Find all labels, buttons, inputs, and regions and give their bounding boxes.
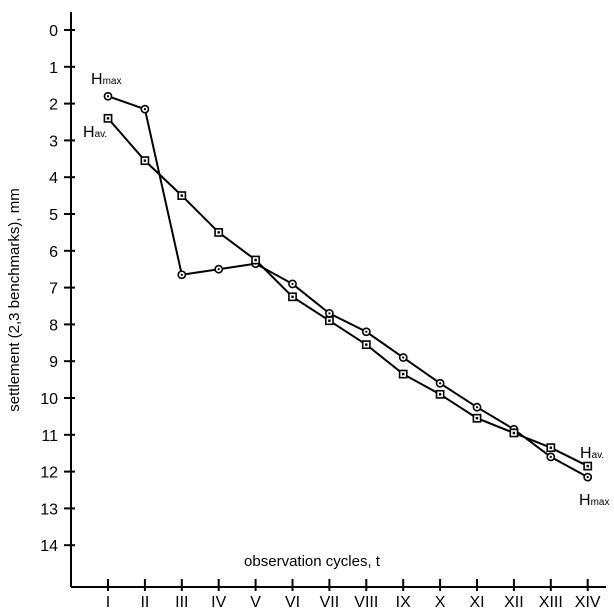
series-line bbox=[107, 117, 589, 467]
data-point-square-center bbox=[106, 117, 110, 120]
data-point-square-center bbox=[402, 372, 405, 376]
series-hmax bbox=[103, 91, 593, 482]
y-tick-label: 6 bbox=[49, 244, 58, 261]
chart-series bbox=[103, 91, 593, 482]
y-axis-title: settlement (2,3 benchmarks), mm bbox=[6, 188, 23, 411]
x-tick-label: IV bbox=[211, 594, 226, 609]
label-hmax-end: Hmax bbox=[579, 492, 609, 509]
x-tick-label: VII bbox=[320, 594, 340, 609]
x-tick-label: II bbox=[140, 594, 149, 609]
label-hmax-start: Hmax bbox=[91, 71, 121, 88]
data-point-circle-center bbox=[549, 455, 552, 458]
x-tick-label: V bbox=[250, 594, 261, 609]
data-point-square-center bbox=[475, 417, 479, 420]
x-axis-title: observation cycles, t bbox=[244, 553, 381, 570]
data-point-square-center bbox=[180, 194, 183, 197]
data-point-square-center bbox=[291, 295, 294, 298]
x-tick-label: VI bbox=[285, 594, 300, 609]
chart-axes bbox=[70, 12, 606, 588]
data-point-square-center bbox=[365, 343, 368, 346]
data-point-square-center bbox=[549, 446, 552, 449]
x-tick-label: XIII bbox=[539, 594, 563, 609]
y-tick-label: 3 bbox=[49, 133, 58, 150]
y-tick-label: 9 bbox=[49, 354, 58, 371]
x-tick-label: I bbox=[106, 594, 110, 609]
data-point-square-center bbox=[254, 258, 257, 262]
label-hav-start: Hav. bbox=[83, 124, 107, 141]
y-tick-label: 5 bbox=[49, 207, 58, 224]
y-tick-label: 14 bbox=[40, 538, 58, 555]
y-tick-label: 11 bbox=[41, 428, 58, 445]
x-tick-label: X bbox=[435, 594, 446, 609]
data-point-circle-center bbox=[402, 356, 405, 359]
data-point-circle-center bbox=[143, 108, 146, 111]
data-point-circle-center bbox=[439, 382, 442, 385]
y-tick-label: 7 bbox=[49, 281, 58, 298]
x-tick-label: XII bbox=[504, 594, 524, 609]
data-point-circle-center bbox=[180, 273, 183, 276]
data-point-square-center bbox=[143, 159, 147, 162]
data-point-square-center bbox=[512, 431, 516, 435]
series-line bbox=[107, 95, 589, 478]
y-tick-label: 1 bbox=[49, 60, 58, 77]
data-point-square-center bbox=[328, 319, 331, 322]
series-hav bbox=[103, 113, 593, 471]
x-tick-label: XIV bbox=[575, 594, 601, 609]
data-point-circle-center bbox=[475, 406, 479, 409]
label-hav-end: Hav. bbox=[580, 445, 604, 462]
data-point-square-center bbox=[586, 464, 589, 468]
data-point-circle-center bbox=[365, 330, 368, 333]
y-tick-label: 10 bbox=[40, 391, 58, 408]
data-point-square-center bbox=[217, 231, 220, 234]
data-point-square-center bbox=[438, 393, 442, 396]
data-point-circle-center bbox=[106, 95, 110, 98]
y-tick-label: 4 bbox=[49, 170, 58, 187]
data-point-circle-center bbox=[328, 312, 331, 315]
data-point-circle-center bbox=[217, 268, 220, 271]
series-labels: Hmax Hav. Hav. Hmax bbox=[83, 71, 609, 509]
x-tick-label: III bbox=[175, 594, 188, 609]
x-axis-ticks: I II III IV V VI VII VIII IX X XI XII XIII XIV bbox=[106, 579, 601, 609]
x-tick-label: XI bbox=[469, 594, 484, 609]
y-tick-label: 12 bbox=[40, 465, 58, 482]
y-tick-label: 13 bbox=[40, 501, 58, 518]
data-point-circle-center bbox=[291, 282, 294, 286]
x-tick-label: VIII bbox=[354, 594, 378, 609]
y-tick-label: 8 bbox=[49, 317, 58, 334]
y-tick-label: 0 bbox=[49, 23, 58, 40]
x-tick-label: IX bbox=[396, 594, 411, 609]
data-point-circle-center bbox=[586, 476, 589, 479]
y-tick-label: 2 bbox=[49, 97, 58, 114]
